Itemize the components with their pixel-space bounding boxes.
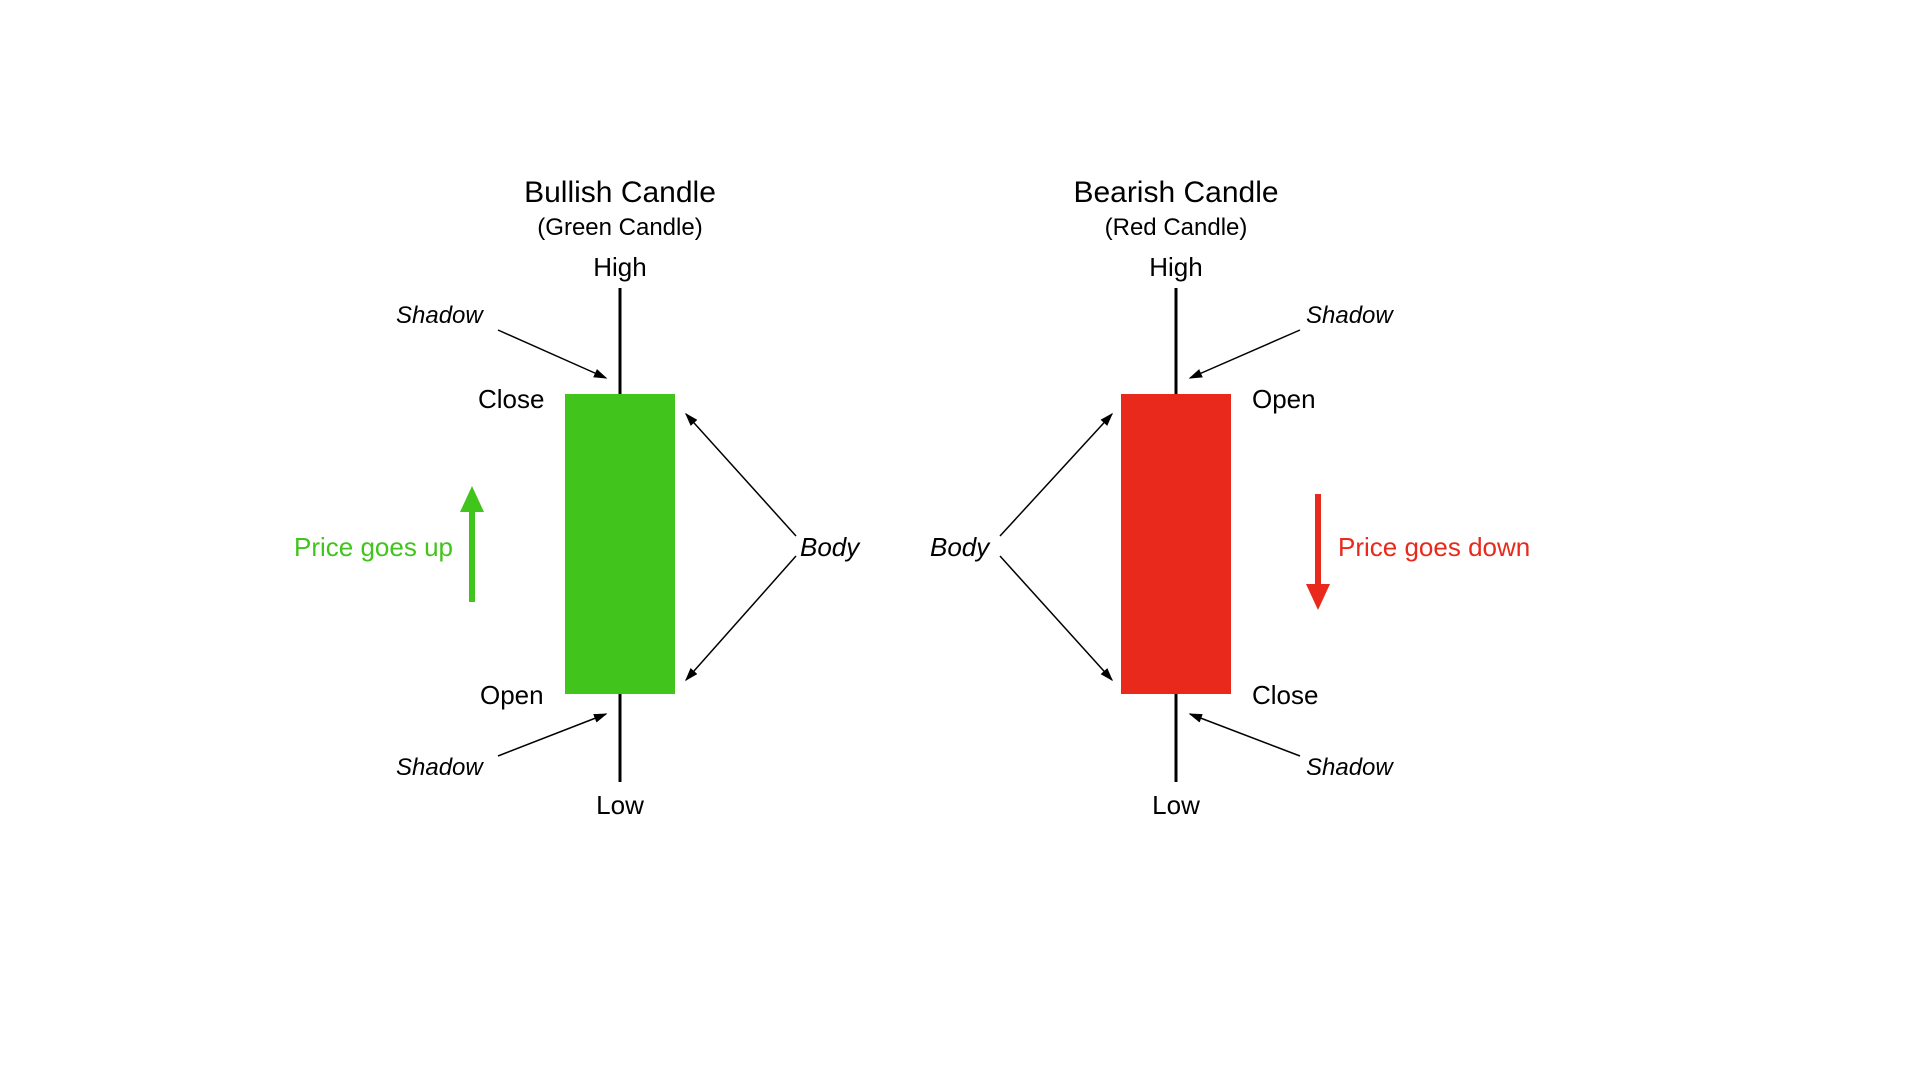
bearish-body: [1121, 394, 1231, 694]
bearish-high-label: High: [1149, 252, 1202, 283]
bearish-open-label: Open: [1252, 384, 1316, 415]
bullish-shadow-top-arrow: [498, 330, 606, 378]
bullish-shadow-bottom-label: Shadow: [396, 754, 483, 782]
bullish-shadow-top-label: Shadow: [396, 302, 483, 330]
bullish-low-label: Low: [596, 790, 644, 821]
bearish-price-arrow: [1306, 494, 1330, 610]
bullish-subtitle: (Green Candle): [537, 214, 702, 242]
bearish-body-label: Body: [930, 532, 989, 563]
bearish-body-arrow-bottom: [1000, 556, 1112, 680]
bearish-title: Bearish Candle: [1073, 176, 1278, 210]
bearish-shadow-bottom-label: Shadow: [1306, 754, 1393, 782]
bearish-shadow-bottom-arrow: [1190, 714, 1300, 756]
bearish-body-arrow-top: [1000, 414, 1112, 536]
bullish-open-label: Open: [480, 680, 544, 711]
bullish-close-label: Close: [478, 384, 544, 415]
bearish-subtitle: (Red Candle): [1105, 214, 1248, 242]
bullish-body-arrow-top: [686, 414, 796, 536]
bullish-shadow-bottom-arrow: [498, 714, 606, 756]
bearish-low-label: Low: [1152, 790, 1200, 821]
bullish-price-arrow: [460, 486, 484, 602]
bearish-shadow-top-arrow: [1190, 330, 1300, 378]
bearish-price-label: Price goes down: [1338, 532, 1530, 563]
bullish-price-label: Price goes up: [294, 532, 453, 563]
bullish-body-arrow-bottom: [686, 556, 796, 680]
bullish-body-label: Body: [800, 532, 859, 563]
bearish-shadow-top-label: Shadow: [1306, 302, 1393, 330]
bearish-close-label: Close: [1252, 680, 1318, 711]
bullish-body: [565, 394, 675, 694]
bullish-high-label: High: [593, 252, 646, 283]
bullish-title: Bullish Candle: [524, 176, 716, 210]
